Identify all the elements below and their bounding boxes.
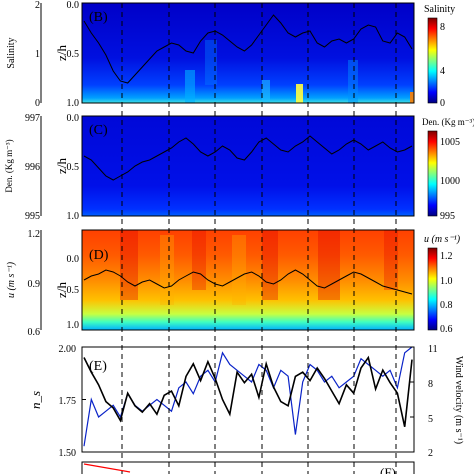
- outer-tick-b-0: 2: [35, 0, 40, 11]
- colorbar-tick-b-1: 4: [440, 66, 445, 77]
- heatmap-b-texture: [185, 40, 414, 103]
- colorbar-c: [427, 130, 438, 217]
- ylabel-e: n_s: [28, 391, 43, 409]
- outer-tick-d-0: 1.2: [28, 229, 41, 240]
- panel-b: (B) 2 1 0 Salinity 0.0 0.5 1.0 z/h Salin…: [6, 0, 455, 109]
- heatmap-d: [82, 230, 414, 330]
- series-line-c: [83, 135, 413, 181]
- left-tick-e-1: 1.75: [59, 396, 77, 407]
- colorbar-tick-d-0: 1.2: [440, 251, 453, 262]
- panel-c-frame: [81, 115, 415, 217]
- inner-ylabel-c: z/h: [54, 158, 69, 174]
- panel-f-frame: [81, 461, 415, 474]
- panel-label-c: (C): [89, 123, 108, 138]
- colorbar-tick-c-2: 995: [440, 211, 455, 222]
- colorbar-tick-c-1: 1000: [440, 176, 460, 187]
- series-line-f: [83, 463, 131, 473]
- panel-c: (C) 997 996 995 Den. (Kg m⁻³) 0.0 0.5 1.…: [4, 113, 474, 222]
- outer-tick-b-1: 1: [35, 49, 40, 60]
- panel-f: (F): [81, 461, 415, 474]
- outer-tick-d-1: 0.9: [28, 279, 41, 290]
- colorbar-tick-d-2: 0.8: [440, 300, 453, 311]
- left-tick-e-0: 2.00: [59, 344, 77, 355]
- inner-ticks-b: 0.0 0.5 1.0: [67, 0, 80, 109]
- heatmap-c: [82, 116, 414, 216]
- inner-ticks-c: 0.0 0.5 1.0: [67, 113, 80, 222]
- heatmap-b: [82, 3, 414, 103]
- inner-tick-c-2: 1.0: [67, 211, 80, 222]
- colorbar-tick-d-1: 1.0: [440, 276, 453, 287]
- inner-ylabel-b: z/h: [54, 45, 69, 61]
- colorbar-label-b: Salinity: [424, 4, 455, 15]
- inner-tick-b-0: 0.0: [67, 0, 80, 11]
- right-tick-e-0: 11: [428, 344, 438, 355]
- outer-ylabel-d: u (m s⁻¹): [6, 261, 17, 298]
- outer-tick-d-2: 0.6: [28, 327, 41, 338]
- panel-d: (D) 1.2 0.9 0.6 u (m s⁻¹) 0.0 0.5 1.0 z/…: [6, 229, 461, 338]
- outer-tick-c-2: 995: [25, 211, 40, 222]
- series-line-e-ns: [83, 355, 413, 427]
- colorbar-d: [427, 247, 438, 331]
- outer-ticks-b: 2 1 0: [35, 0, 40, 109]
- outer-tick-c-0: 997: [25, 113, 40, 124]
- outer-ticks-c: 997 996 995: [25, 113, 40, 222]
- vertical-dashed-lines: [121, 3, 397, 474]
- inner-tick-b-2: 1.0: [67, 98, 80, 109]
- colorbar-b: [427, 17, 438, 104]
- panel-label-d: (D): [89, 248, 109, 263]
- inner-tick-d-1: 0.5: [67, 285, 80, 296]
- ylabel-right-e: Wind velocity (m s⁻¹): [453, 356, 464, 444]
- panel-label-f: (F): [380, 465, 396, 474]
- series-line-d: [83, 269, 413, 295]
- inner-ticks-d: 0.0 0.5 1.0: [67, 254, 80, 331]
- colorbar-label-c: Den. (Kg m⁻³): [422, 117, 474, 127]
- outer-ylabel-c: Den. (Kg m⁻³): [4, 139, 14, 192]
- outer-ylabel-b: Salinity: [6, 37, 17, 68]
- panel-d-frame: [81, 229, 415, 331]
- inner-tick-b-1: 0.5: [67, 49, 80, 60]
- panel-label-b: (B): [89, 10, 108, 25]
- colorbar-label-d: u (m s⁻¹): [424, 234, 461, 245]
- outer-ticks-d: 1.2 0.9 0.6: [28, 229, 41, 338]
- inner-ylabel-d: z/h: [54, 282, 69, 298]
- inner-tick-c-0: 0.0: [67, 113, 80, 124]
- colorbar-tick-b-2: 0: [440, 98, 445, 109]
- colorbar-tick-d-3: 0.6: [440, 324, 453, 335]
- outer-tick-c-1: 996: [25, 162, 40, 173]
- panel-b-frame: [81, 2, 415, 104]
- left-ticks-e: 2.00 1.75 1.50: [59, 344, 77, 459]
- right-ticks-e: 11 8 5 2: [428, 344, 438, 459]
- panel-label-e: (E): [89, 359, 107, 374]
- right-tick-e-1: 8: [428, 379, 433, 390]
- right-tick-e-2: 5: [428, 414, 433, 425]
- panel-e: (E) 2.00 1.75 1.50 n_s 11 8 5 2 Wind vel…: [28, 344, 464, 459]
- left-tick-e-2: 1.50: [59, 448, 77, 459]
- outer-tick-b-2: 0: [35, 98, 40, 109]
- colorbar-tick-c-0: 1005: [440, 137, 460, 148]
- colorbar-tick-b-0: 8: [440, 22, 445, 33]
- series-line-b: [83, 14, 413, 84]
- inner-tick-d-2: 1.0: [67, 320, 80, 331]
- inner-tick-c-1: 0.5: [67, 162, 80, 173]
- inner-tick-d-0: 0.0: [67, 254, 80, 265]
- right-tick-e-3: 2: [428, 448, 433, 459]
